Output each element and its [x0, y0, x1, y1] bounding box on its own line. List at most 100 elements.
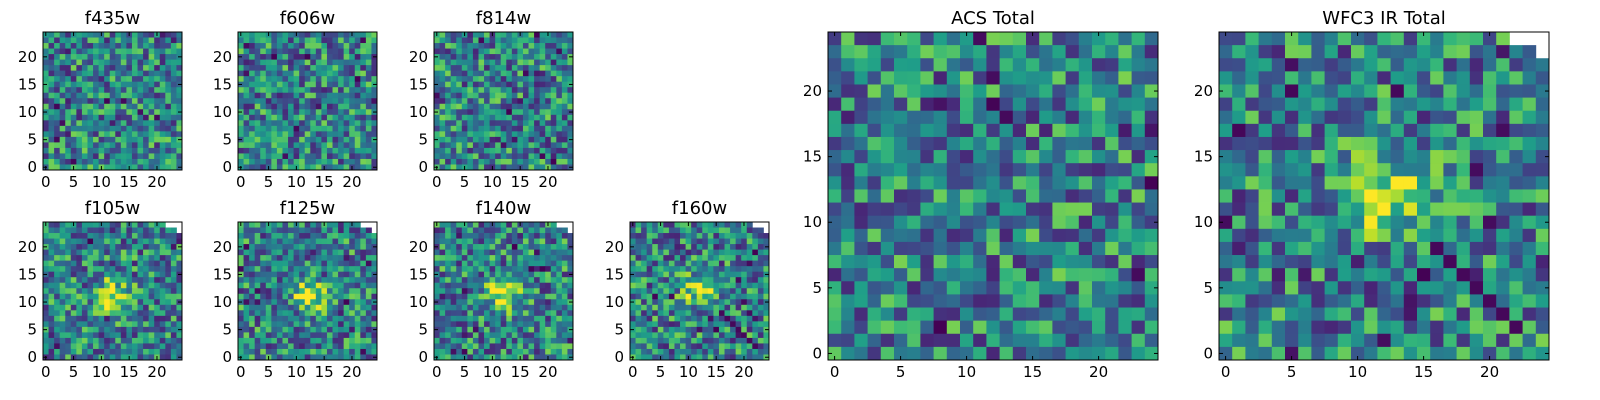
image-cell [170, 277, 177, 284]
image-cell [321, 227, 328, 234]
image-cell [478, 260, 485, 267]
image-cell [484, 48, 490, 55]
image-cell [472, 255, 479, 262]
image-cell [276, 131, 283, 138]
image-cell [450, 65, 457, 72]
image-cell [254, 59, 261, 66]
image-cell [746, 326, 753, 333]
image-cell [657, 315, 664, 322]
image-cell [545, 109, 552, 116]
image-cell [338, 37, 345, 44]
image-cell [854, 123, 868, 138]
image-cell [561, 87, 568, 94]
image-cell [332, 59, 339, 66]
image-cell [238, 87, 244, 94]
image-cell [550, 282, 557, 289]
image-cell [999, 84, 1014, 98]
image-cell [450, 299, 457, 306]
image-cell [907, 215, 921, 230]
image-cell [304, 255, 311, 262]
image-cell [456, 260, 463, 267]
image-cell [315, 65, 322, 72]
image-cell [137, 315, 144, 322]
image-cell [282, 277, 289, 284]
image-cell [484, 147, 490, 154]
panel-frame [629, 221, 770, 361]
image-cell [741, 332, 748, 339]
image-cell [276, 65, 283, 72]
y-tick-label: 15 [409, 75, 428, 93]
image-cell [81, 43, 88, 49]
image-cell [517, 337, 524, 344]
image-cell [880, 136, 895, 151]
image-cell [165, 310, 172, 317]
image-cell [76, 43, 83, 49]
image-cell [522, 131, 529, 138]
image-cell [517, 249, 524, 256]
image-cell [304, 227, 311, 234]
image-cell [48, 304, 55, 311]
image-cell [439, 233, 446, 239]
image-cell [288, 147, 294, 154]
image-cell [137, 354, 144, 361]
image-cell [702, 343, 709, 350]
image-cell [104, 233, 111, 239]
image-cell [867, 71, 882, 85]
image-cell [137, 233, 144, 239]
image-cell [365, 354, 372, 361]
image-cell [713, 288, 720, 295]
image-cell [556, 32, 563, 38]
image-cell [467, 321, 474, 328]
image-cell [730, 332, 737, 339]
image-cell [98, 43, 105, 49]
image-cell [500, 114, 507, 121]
image-cell [293, 153, 300, 160]
image-cell [920, 84, 934, 98]
image-cell [271, 32, 278, 38]
image-cell [271, 321, 278, 328]
image-cell [104, 136, 111, 143]
y-tick-label: 10 [409, 103, 428, 121]
image-cell [265, 304, 272, 311]
image-cell [371, 103, 378, 110]
image-cell [630, 321, 636, 328]
image-cell [489, 299, 496, 306]
image-cell [696, 266, 703, 273]
image-cell [271, 304, 278, 311]
image-cell [467, 65, 474, 72]
image-cell [567, 98, 574, 105]
image-cell [326, 304, 333, 311]
image-cell [304, 310, 311, 317]
image-cell [332, 332, 339, 339]
image-cell [332, 54, 339, 60]
image-cell [646, 299, 653, 306]
image-cell [321, 244, 328, 250]
image-cell [674, 299, 681, 306]
image-cell [260, 260, 267, 267]
image-cell [365, 120, 372, 127]
image-cell [159, 337, 166, 344]
image-cell [517, 288, 524, 295]
image-cell [450, 114, 457, 121]
image-cell [828, 163, 842, 177]
image-cell [456, 271, 463, 278]
image-cell [304, 54, 311, 60]
image-cell [1131, 71, 1146, 85]
image-cell [332, 81, 339, 88]
image-cell [718, 255, 725, 262]
image-cell [299, 54, 306, 60]
image-cell [986, 215, 1000, 230]
image-cell [461, 260, 468, 267]
image-cell [131, 37, 138, 44]
image-cell [43, 238, 49, 245]
x-tick-label: 5 [69, 363, 79, 381]
image-cell [986, 71, 1000, 85]
image-cell [668, 304, 675, 311]
image-cell [528, 32, 535, 38]
image-cell [735, 244, 742, 250]
image-cell [1092, 163, 1106, 177]
image-cell [87, 81, 94, 88]
image-cell [159, 321, 166, 328]
image-cell [81, 299, 88, 306]
image-cell [763, 343, 770, 350]
